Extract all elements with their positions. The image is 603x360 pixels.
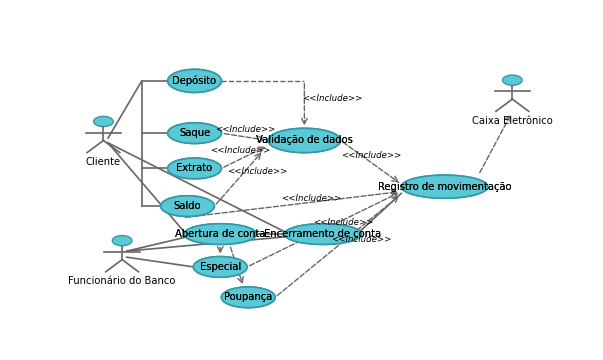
Text: Saldo: Saldo bbox=[174, 201, 201, 211]
Text: <<Include>>: <<Include>> bbox=[280, 194, 341, 203]
Text: Validação de dados: Validação de dados bbox=[256, 135, 353, 145]
Text: Depósito: Depósito bbox=[172, 76, 216, 86]
Text: Poupança: Poupança bbox=[224, 292, 273, 302]
Text: Extrato: Extrato bbox=[177, 163, 213, 174]
Text: Saque: Saque bbox=[179, 128, 210, 138]
Ellipse shape bbox=[168, 123, 221, 144]
Text: Especial: Especial bbox=[200, 262, 241, 272]
Text: <<Include>>: <<Include>> bbox=[227, 167, 288, 176]
Text: Encerramento de conta: Encerramento de conta bbox=[265, 229, 382, 239]
Ellipse shape bbox=[402, 175, 488, 198]
Text: Saque: Saque bbox=[179, 128, 210, 138]
Text: Abertura de conta: Abertura de conta bbox=[175, 229, 265, 239]
Text: Cliente: Cliente bbox=[86, 157, 121, 167]
Text: Registro de movimentação: Registro de movimentação bbox=[378, 182, 511, 192]
Text: <<Include>>: <<Include>> bbox=[341, 151, 401, 160]
Text: <<Include>>: <<Include>> bbox=[313, 218, 373, 227]
Ellipse shape bbox=[168, 69, 221, 93]
Text: Funcionário do Banco: Funcionário do Banco bbox=[68, 276, 176, 286]
Text: Extrato: Extrato bbox=[177, 163, 213, 174]
Ellipse shape bbox=[194, 257, 247, 277]
Ellipse shape bbox=[160, 196, 215, 216]
Ellipse shape bbox=[268, 128, 341, 153]
Circle shape bbox=[502, 75, 522, 85]
Text: Caixa Eletrônico: Caixa Eletrônico bbox=[472, 116, 553, 126]
Text: Depósito: Depósito bbox=[172, 76, 216, 86]
Text: Abertura de conta: Abertura de conta bbox=[175, 229, 265, 239]
Ellipse shape bbox=[402, 175, 488, 198]
Text: Registro de movimentação: Registro de movimentação bbox=[378, 182, 511, 192]
Ellipse shape bbox=[168, 69, 221, 93]
Ellipse shape bbox=[194, 257, 247, 277]
Text: Especial: Especial bbox=[200, 262, 241, 272]
Ellipse shape bbox=[268, 128, 341, 153]
Text: <<Include>>: <<Include>> bbox=[210, 146, 270, 155]
Circle shape bbox=[93, 116, 113, 127]
Ellipse shape bbox=[184, 224, 256, 244]
Ellipse shape bbox=[160, 196, 215, 216]
Ellipse shape bbox=[168, 123, 221, 144]
Ellipse shape bbox=[285, 224, 362, 244]
Ellipse shape bbox=[184, 224, 256, 244]
Text: Validação de dados: Validação de dados bbox=[256, 135, 353, 145]
Circle shape bbox=[112, 235, 132, 246]
Text: <<Include>>: <<Include>> bbox=[332, 235, 392, 244]
Text: Poupança: Poupança bbox=[224, 292, 273, 302]
Text: <<Include>>: <<Include>> bbox=[302, 94, 362, 103]
Ellipse shape bbox=[168, 158, 221, 179]
Ellipse shape bbox=[285, 224, 362, 244]
Ellipse shape bbox=[221, 287, 275, 308]
Text: Saldo: Saldo bbox=[174, 201, 201, 211]
Text: Encerramento de conta: Encerramento de conta bbox=[265, 229, 382, 239]
Ellipse shape bbox=[168, 158, 221, 179]
Ellipse shape bbox=[221, 287, 275, 308]
Text: <<Include>>: <<Include>> bbox=[215, 125, 275, 134]
